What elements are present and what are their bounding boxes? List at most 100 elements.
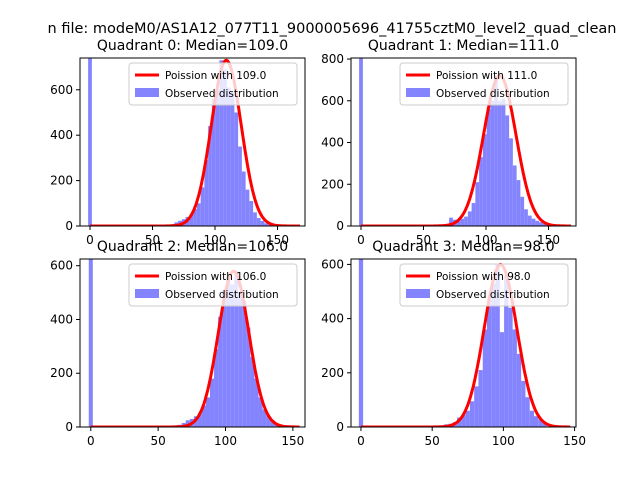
histogram-bar (479, 157, 483, 226)
y-tick-label: 200 (50, 174, 73, 188)
x-tick-label: 0 (87, 434, 95, 448)
histogram-bar (223, 69, 227, 226)
histogram-bar (486, 299, 492, 427)
histogram-bar (211, 98, 216, 226)
histogram-bar (250, 357, 255, 427)
histogram-bar (535, 220, 540, 226)
histogram-bar (529, 410, 534, 427)
histogram-bar (471, 203, 476, 226)
histogram-bar (260, 221, 265, 226)
histogram-bar (449, 217, 453, 226)
histogram-bar (464, 216, 468, 226)
histogram-bar (486, 109, 491, 226)
panel-title: Quadrant 1: Median=111.0 (368, 38, 559, 54)
histogram-bar (524, 209, 528, 226)
histogram-bar (222, 289, 227, 427)
histogram-bar (185, 420, 190, 427)
quadrant-3-plot: 0 50 100 150 0 200 400 600 Quadrant 3: Median=98… (321, 239, 586, 448)
histogram-bar (527, 215, 532, 226)
histogram-bar (249, 201, 254, 226)
histogram-bar (189, 214, 194, 226)
histogram-bar (474, 386, 479, 427)
histogram-bar (512, 165, 517, 226)
legend-label: Poission with 111.0 (436, 70, 537, 82)
histogram-bar (475, 182, 480, 226)
histogram-bar (521, 380, 526, 427)
legend-patch-swatch (135, 289, 159, 298)
x-tick-label: 150 (266, 233, 289, 247)
legend-label: Observed distribution (165, 289, 279, 301)
plot-area (88, 58, 301, 226)
histogram-bar (491, 283, 496, 427)
histogram-bar (238, 292, 243, 427)
legend-box (128, 62, 298, 106)
histogram-bar (460, 218, 465, 226)
histogram-bar (205, 397, 211, 427)
histogram-bar (201, 405, 206, 427)
x-tick-label: 50 (425, 434, 440, 448)
histogram-bar (456, 220, 461, 226)
histogram-bar (234, 271, 239, 427)
histogram-bar (88, 259, 93, 427)
y-tick-label: 0 (336, 219, 344, 233)
plot-area (88, 259, 300, 427)
poisson-curve (90, 269, 300, 427)
histogram-bar (262, 409, 267, 427)
x-tick-label: 100 (475, 233, 498, 247)
histogram-bar (226, 87, 231, 226)
histogram-bar (242, 300, 247, 427)
x-tick-label: 50 (151, 434, 166, 448)
histogram-bar (482, 329, 487, 427)
y-tick-label: 400 (321, 312, 344, 326)
legend-label: Poission with 106.0 (165, 271, 266, 283)
histogram-bar (501, 98, 506, 226)
legend-patch-swatch (406, 289, 430, 298)
y-tick-label: 400 (321, 136, 344, 150)
histogram-bar (258, 397, 263, 427)
histogram-bar (494, 75, 498, 226)
x-tick-label: 0 (357, 434, 365, 448)
y-tick-label: 800 (321, 52, 344, 66)
y-tick-label: 600 (50, 83, 73, 97)
quadrant-2-plot: 0 50 100 150 0 200 400 600 Quadrant 2: Median=10… (50, 239, 306, 448)
y-tick-label: 200 (50, 366, 73, 380)
histogram-bar (497, 100, 502, 226)
histogram-bar (214, 349, 219, 427)
y-tick-label: 0 (65, 420, 73, 434)
histogram-bar (219, 60, 224, 226)
quadrant-1-plot: 0 50 100 150 0 200 400 600 800 Quadrant 1: Median… (321, 38, 577, 247)
x-tick-label: 50 (145, 233, 160, 247)
legend-box (399, 263, 569, 307)
panel-title: Quadrant 3: Median=98.0 (372, 239, 554, 255)
legend-label: Poission with 109.0 (165, 70, 266, 82)
histogram-bar (226, 276, 231, 427)
x-tick-label: 100 (204, 233, 227, 247)
poisson-curve (360, 262, 571, 427)
y-tick-label: 400 (50, 312, 73, 326)
histogram-bar (264, 223, 269, 226)
histogram-bar (542, 423, 547, 427)
histogram-bar (465, 410, 470, 427)
y-tick-label: 600 (321, 257, 344, 271)
quadrant-0-plot: 0 50 100 150 0 200 400 600 Quadrant 0: Median=10… (50, 38, 306, 247)
y-tick-label: 200 (321, 177, 344, 191)
histogram-bar (539, 222, 543, 226)
histogram-bar (238, 146, 242, 226)
poisson-curve (360, 74, 572, 226)
histogram-bar (218, 316, 223, 427)
panel-title: Quadrant 2: Median=106.0 (97, 239, 288, 255)
histogram-bar (490, 100, 495, 226)
legend-label: Observed distribution (436, 289, 550, 301)
histogram-bar (520, 196, 525, 226)
histogram-bar (197, 413, 202, 427)
histogram-bar (254, 378, 259, 427)
histogram-bar (241, 171, 246, 226)
histogram-bar (469, 401, 475, 427)
x-tick-label: 0 (86, 233, 94, 247)
x-tick-label: 100 (214, 434, 237, 448)
histogram-bar (230, 284, 235, 427)
poisson-curve (89, 58, 301, 226)
histogram-bar (482, 134, 487, 226)
legend-label: Observed distribution (165, 88, 279, 100)
histogram-bar (266, 416, 271, 427)
